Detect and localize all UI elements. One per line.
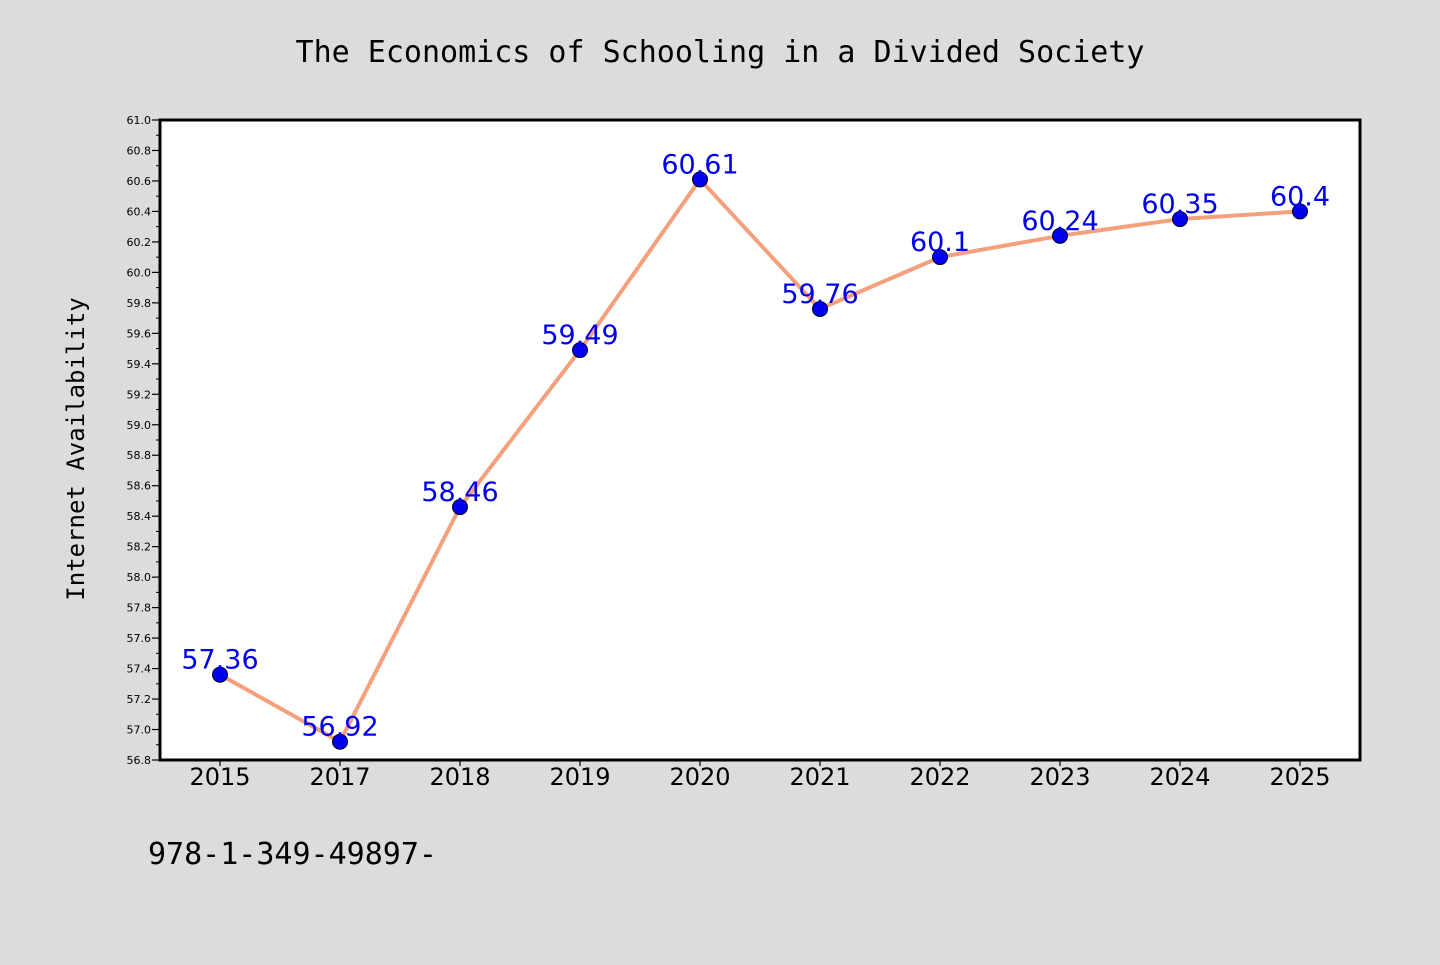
y-tick-label: 60.8 <box>127 144 152 157</box>
y-tick-label: 59.6 <box>127 327 152 340</box>
plot-area <box>158 118 1362 762</box>
x-tick-label: 2020 <box>669 763 730 791</box>
x-tick-label: 2022 <box>909 763 970 791</box>
data-label: 56.92 <box>301 712 378 743</box>
y-tick-label: 59.2 <box>127 388 152 401</box>
y-tick-label: 60.4 <box>127 205 152 218</box>
data-point <box>932 249 948 266</box>
x-axis: 2015 2017 2018 2019 2020 2021 2022 2023 2024 2025 <box>189 760 1331 791</box>
y-axis: 56.8 57.0 57.2 57.4 57.6 57.8 58.0 58.2 58.4 58.6… <box>127 114 160 767</box>
data-label: 60.35 <box>1141 189 1218 220</box>
y-tick-label: 58.2 <box>127 541 152 554</box>
data-point <box>332 733 348 750</box>
data-label: 60.1 <box>910 227 970 258</box>
series-line <box>219 177 1301 744</box>
x-tick-label: 2021 <box>789 763 850 791</box>
x-tick-label: 2017 <box>309 763 370 791</box>
data-point <box>1052 227 1068 244</box>
x-tick-label: 2015 <box>189 763 250 791</box>
data-label: 60.4 <box>1270 181 1330 212</box>
y-tick-label: 57.4 <box>127 663 152 676</box>
data-point <box>212 666 228 683</box>
data-label: 60.24 <box>1021 206 1098 237</box>
y-tick-label: 58.6 <box>127 480 152 493</box>
y-tick-label: 56.8 <box>127 754 152 767</box>
x-tick-label: 2024 <box>1149 763 1210 791</box>
data-point <box>452 499 468 516</box>
y-tick-label: 58.0 <box>127 571 152 584</box>
data-point <box>1292 203 1308 220</box>
y-tick-label: 61.0 <box>127 114 152 127</box>
y-tick-label: 60.0 <box>127 266 152 279</box>
data-label: 58.46 <box>421 477 498 508</box>
data-label: 60.61 <box>661 149 738 180</box>
data-markers <box>212 171 1308 750</box>
y-tick-label: 57.2 <box>127 693 152 706</box>
x-tick-label: 2019 <box>549 763 610 791</box>
data-point <box>812 300 828 317</box>
chart-title: The Economics of Schooling in a Divided … <box>296 35 1145 70</box>
x-tick-label: 2023 <box>1029 763 1090 791</box>
x-tick-label: 2025 <box>1269 763 1330 791</box>
data-labels: 57.36 56.92 58.46 59.49 60.61 59.76 60.1 60.24 6… <box>181 149 1330 742</box>
y-tick-label: 57.6 <box>127 632 152 645</box>
y-tick-label: 60.2 <box>127 236 152 249</box>
y-tick-label: 58.4 <box>127 510 152 523</box>
y-tick-label: 57.0 <box>127 724 152 737</box>
y-tick-label: 57.8 <box>127 602 152 615</box>
y-axis-label: Internet Availability <box>62 297 90 600</box>
annotation-text: 978-1-349-49897- <box>148 837 437 872</box>
x-tick-label: 2018 <box>429 763 490 791</box>
y-tick-label: 60.6 <box>127 175 152 188</box>
data-label: 57.36 <box>181 645 258 676</box>
data-label: 59.49 <box>541 320 618 351</box>
y-tick-label: 59.8 <box>127 297 152 310</box>
y-tick-label: 59.4 <box>127 358 152 371</box>
data-label: 59.76 <box>781 279 858 310</box>
data-point <box>1172 211 1188 228</box>
data-point <box>572 342 588 359</box>
y-tick-label: 59.0 <box>127 419 152 432</box>
data-point <box>692 171 708 188</box>
y-tick-label: 58.8 <box>127 449 152 462</box>
